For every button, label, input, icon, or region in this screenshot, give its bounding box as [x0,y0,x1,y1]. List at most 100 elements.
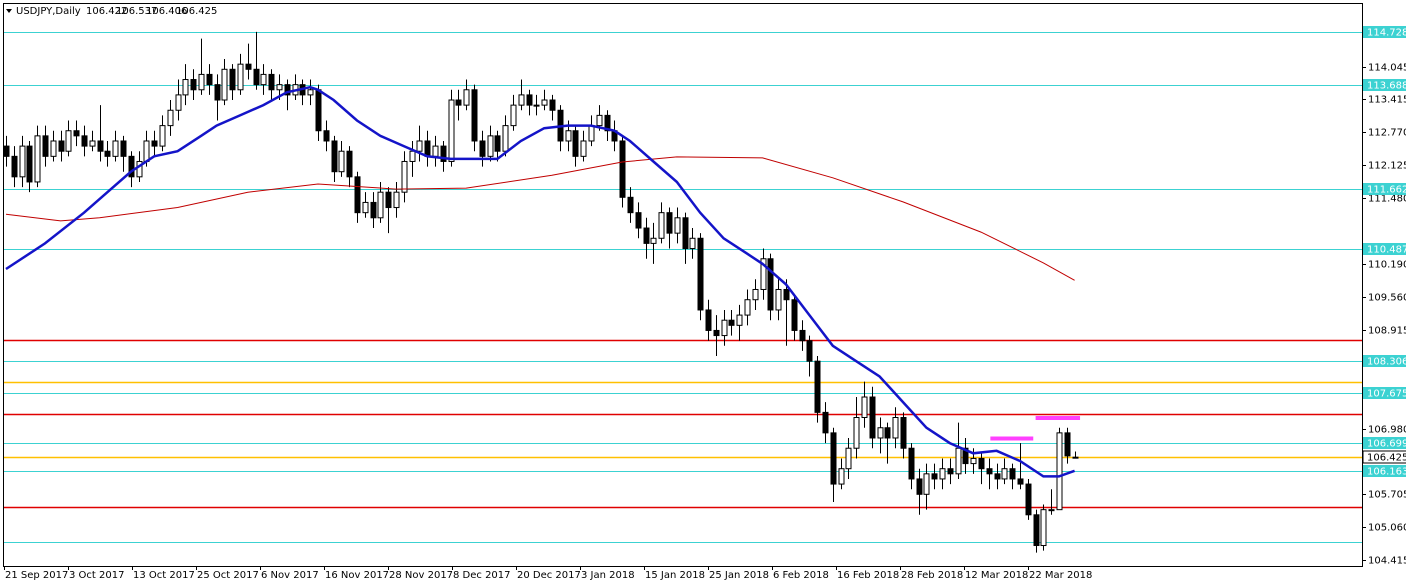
candle-body [923,473,930,495]
x-tick-label: 8 Dec 2017 [453,570,511,581]
x-tick-label: 28 Nov 2017 [389,570,453,581]
candle-body [728,319,735,326]
candle-body [518,94,525,106]
ma-layer [5,85,1081,478]
candle-body [34,135,41,183]
candle-body [502,125,509,152]
candle-body [1048,509,1055,512]
candle-body [151,140,158,147]
candle-body [3,145,10,157]
level-label: 113.688 [1367,81,1406,92]
price-label: 106.425 [1367,453,1406,464]
candle-body [182,79,189,96]
candle-body [588,125,595,142]
candle-body [112,140,119,157]
y-tick-label: 112.770 [1368,128,1406,139]
y-tick-label: 108.915 [1368,326,1406,337]
candle-body [775,288,782,311]
candle-body [1033,514,1040,547]
candle-body [822,411,829,434]
candle-body [1025,483,1032,516]
candle-body [307,89,314,96]
candle-body [791,299,798,331]
level-label: 107.675 [1367,389,1406,400]
x-tick-label: 6 Nov 2017 [261,570,319,581]
candle-body [206,73,213,86]
x-tick-label: 15 Jan 2018 [645,570,705,581]
y-tick-label: 114.045 [1368,63,1406,74]
candle-body [65,130,72,152]
candle-body [713,329,720,337]
candle-body [455,99,462,106]
levels-layer [4,32,1362,543]
level-label-box [1363,79,1406,91]
x-tick-label: 13 Oct 2017 [133,570,195,581]
y-tick-label: 111.480 [1368,194,1406,205]
level-label-box [1363,26,1406,38]
level-label: 106.163 [1367,467,1406,478]
candle-body [916,478,923,495]
candle-body [892,416,899,439]
candle-body [533,104,540,107]
candle-body [1017,478,1024,485]
candle-body [869,396,876,439]
candle-body [471,89,478,142]
candle-body [814,360,821,413]
candle-body [970,457,977,465]
candle-body [494,135,501,152]
candle-body [658,212,665,239]
candle-body [744,299,751,316]
candle-body [198,73,205,91]
candle-body [245,63,252,70]
candle-body [276,84,283,91]
candle-body [1072,456,1079,459]
moving-average [5,156,1075,281]
y-tick-label: 105.705 [1368,490,1406,501]
y-tick-label: 109.560 [1368,293,1406,304]
axes-layer: 114.045 113.415 112.770 112.125 111.480 110.1… [4,26,1406,581]
candle-body [237,63,244,91]
candle-body [650,237,657,244]
candle-body [229,68,236,91]
candle-body [104,150,111,157]
plot-frame [3,3,1363,567]
header: USDJPY,Daily 106.422 106.537 106.406 106… [6,6,217,17]
level-label-box [1363,183,1406,195]
candle-body [97,140,104,152]
candle-body [978,457,985,470]
candle-body [799,329,806,342]
y-tick-label: 105.060 [1368,523,1406,534]
candle-body [370,201,377,219]
candle-body [783,288,790,301]
level-label-box [1363,243,1406,255]
candle-body [705,309,712,331]
low-value: 106.406 [146,6,187,17]
level-label-box [1363,437,1406,449]
candle-body [760,258,767,290]
candle-body [440,145,447,162]
price-label-box [1362,450,1406,464]
candle-body [214,84,221,101]
candle-body [1040,509,1047,547]
candle-body [463,89,470,106]
candle-body [962,447,969,465]
y-tick-label: 106.980 [1368,425,1406,436]
candle-body [635,212,642,229]
x-tick-label: 12 Mar 2018 [965,570,1028,581]
candles-layer [3,31,1079,553]
candle-body [393,191,400,209]
candle-body [175,94,182,111]
candle-body [682,217,689,250]
y-tick-label: 112.125 [1368,161,1406,172]
level-label: 106.699 [1367,439,1406,450]
candle-body [424,140,431,157]
candle-body [986,468,993,475]
candle-body [81,135,88,147]
candle-body [159,125,166,147]
candle-body [596,114,603,127]
candle-body [323,130,330,142]
candle-body [541,99,548,106]
candle-body [565,130,572,142]
x-tick-label: 25 Oct 2017 [197,570,259,581]
